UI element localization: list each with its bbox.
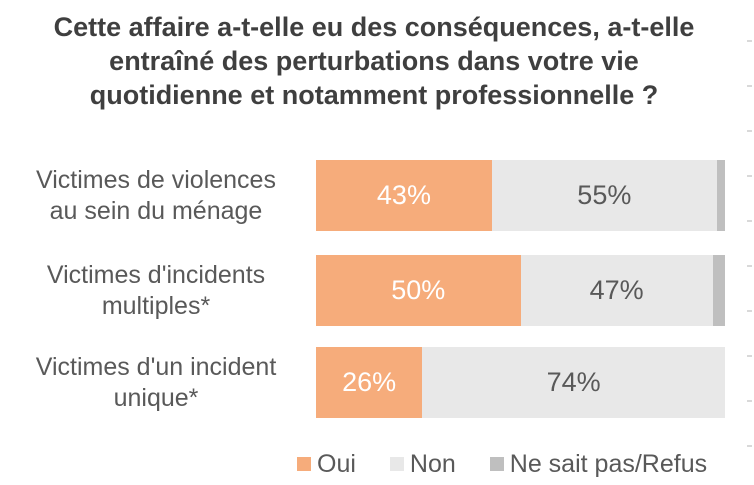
legend-label: Oui — [317, 449, 356, 478]
segment-value-label: 26% — [342, 367, 397, 397]
axis-tick-mark — [747, 310, 752, 312]
stacked-bar: 26% 74% — [316, 347, 725, 418]
legend-item-ne-sait-pas-refus: Ne sait pas/Refus — [489, 449, 708, 479]
legend-swatch-icon — [297, 457, 311, 471]
category-label-line: Victimes de violences — [36, 165, 276, 194]
axis-tick-mark — [747, 445, 752, 447]
segment-value-label: 74% — [546, 367, 601, 397]
stacked-bar: 50% 47% — [316, 255, 725, 326]
category-label: Victimes d'un incident unique* — [4, 347, 308, 418]
axis-tick-mark — [747, 265, 752, 267]
category-label-line: multiples* — [101, 291, 211, 320]
bar-row: Victimes de violences au sein du ménage 43… — [0, 160, 754, 231]
legend-label: Ne sait pas/Refus — [509, 449, 708, 478]
category-label-line: unique* — [113, 383, 199, 412]
chart-title-line: quotidienne et notamment professionnelle… — [89, 80, 659, 110]
axis-tick-mark — [747, 220, 752, 222]
bar-segment-ne-sait-pas-refus — [712, 255, 725, 326]
legend-swatch-icon — [389, 457, 404, 471]
category-label-line: Victimes d'incidents — [46, 260, 266, 289]
segment-value-label: 50% — [391, 275, 446, 305]
legend: Oui Non Ne sait pas/Refus — [297, 450, 707, 478]
category-label-line: au sein du ménage — [49, 196, 263, 225]
axis-tick-mark — [747, 40, 752, 42]
segment-value-label: 55% — [577, 180, 632, 210]
axis-tick-mark — [747, 400, 752, 402]
legend-swatch-icon — [489, 457, 504, 471]
category-label: Victimes de violences au sein du ménage — [4, 160, 308, 231]
bar-segment-oui: 50% — [316, 255, 521, 326]
segment-value-label: 47% — [589, 275, 644, 305]
bar-segment-non: 74% — [422, 347, 725, 418]
axis-tick-mark — [747, 130, 752, 132]
category-label-line: Victimes d'un incident — [35, 352, 277, 381]
axis-tick-mark — [747, 85, 752, 87]
stacked-bar: 43% 55% — [316, 160, 725, 231]
segment-value-label: 43% — [376, 180, 431, 210]
chart-title-line: entraîné des perturbations dans votre vi… — [109, 46, 639, 76]
chart-title-line: Cette affaire a-t-elle eu des conséquenc… — [53, 12, 695, 42]
bar-segment-oui: 26% — [316, 347, 423, 418]
bar-segment-non: 47% — [520, 255, 713, 326]
legend-item-non: Non — [389, 449, 456, 479]
bar-row: Victimes d'incidents multiples* 50% 47% — [0, 255, 754, 326]
bar-segment-ne-sait-pas-refus — [716, 160, 725, 231]
bar-segment-oui: 43% — [316, 160, 492, 231]
bar-segment-non: 55% — [491, 160, 717, 231]
legend-label: Non — [409, 449, 456, 478]
axis-tick-mark — [747, 175, 752, 177]
category-label: Victimes d'incidents multiples* — [4, 255, 308, 326]
legend-item-oui: Oui — [297, 450, 356, 479]
axis-tick-mark — [747, 355, 752, 357]
bar-row: Victimes d'un incident unique* 26% 74% — [0, 347, 754, 418]
chart-title: Cette affaire a-t-elle eu des conséquenc… — [0, 10, 748, 112]
